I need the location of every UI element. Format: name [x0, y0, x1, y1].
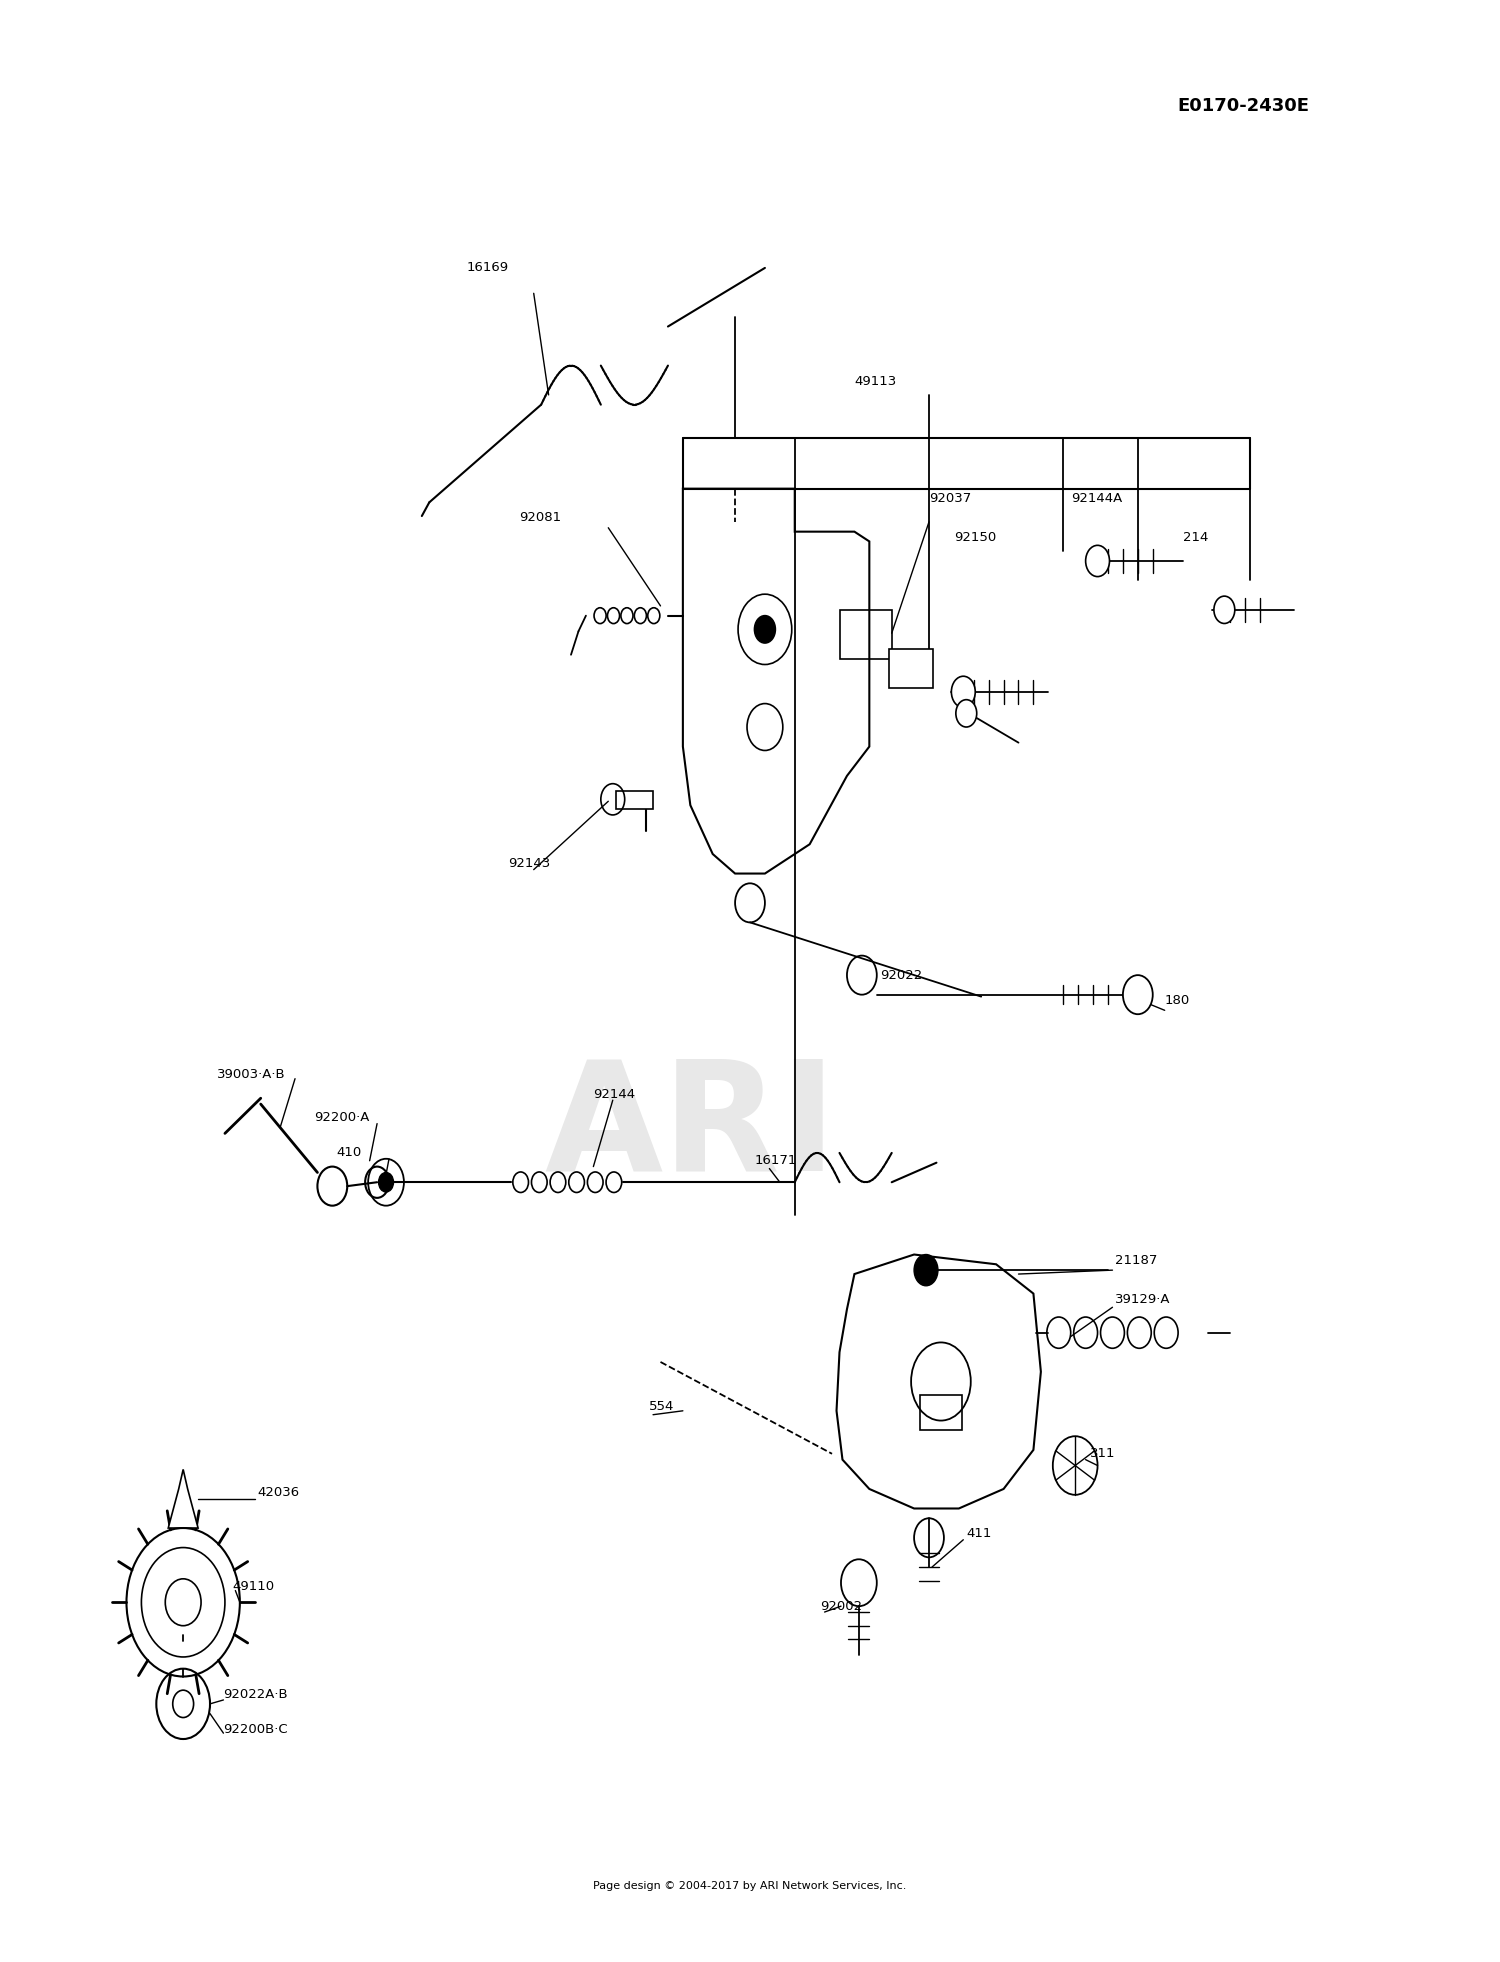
Text: 49110: 49110 [232, 1579, 274, 1593]
Polygon shape [168, 1470, 198, 1528]
Polygon shape [615, 791, 652, 808]
Circle shape [1214, 596, 1234, 624]
Circle shape [956, 700, 976, 728]
Text: 16171: 16171 [754, 1154, 796, 1167]
Text: 311: 311 [1090, 1448, 1116, 1460]
Text: 92144A: 92144A [1071, 492, 1122, 504]
Text: 39003·A·B: 39003·A·B [217, 1067, 286, 1081]
Text: E0170-2430E: E0170-2430E [1178, 96, 1310, 114]
Bar [888, 649, 933, 689]
Text: 92144: 92144 [594, 1087, 636, 1101]
Text: 16169: 16169 [466, 261, 509, 275]
Text: 21187: 21187 [1116, 1254, 1158, 1267]
Circle shape [754, 616, 776, 644]
Circle shape [1086, 545, 1110, 577]
Bar [840, 610, 891, 659]
Text: 92143: 92143 [509, 857, 550, 871]
Text: 214: 214 [1182, 532, 1208, 543]
Text: 92200·A: 92200·A [315, 1110, 370, 1124]
Text: Page design © 2004-2017 by ARI Network Services, Inc.: Page design © 2004-2017 by ARI Network S… [594, 1880, 906, 1891]
Circle shape [951, 677, 975, 708]
Text: 180: 180 [1164, 995, 1190, 1007]
Text: 92200B·C: 92200B·C [224, 1723, 288, 1736]
Text: 92081: 92081 [519, 512, 561, 524]
Text: 92002: 92002 [821, 1599, 862, 1613]
Text: 49113: 49113 [855, 375, 897, 388]
Text: 410: 410 [338, 1146, 362, 1160]
Circle shape [914, 1254, 938, 1285]
Text: 42036: 42036 [258, 1487, 300, 1499]
Text: 92150: 92150 [954, 532, 996, 543]
Text: 411: 411 [966, 1526, 992, 1540]
Text: 92022: 92022 [880, 969, 922, 981]
Text: 92037: 92037 [928, 492, 970, 504]
Text: 554: 554 [648, 1401, 674, 1413]
Text: 92022A·B: 92022A·B [224, 1687, 288, 1701]
Bar [920, 1395, 962, 1430]
Text: 39129·A: 39129·A [1116, 1293, 1172, 1307]
Text: ARI: ARI [544, 1054, 837, 1203]
Circle shape [378, 1173, 393, 1193]
Circle shape [1124, 975, 1152, 1014]
